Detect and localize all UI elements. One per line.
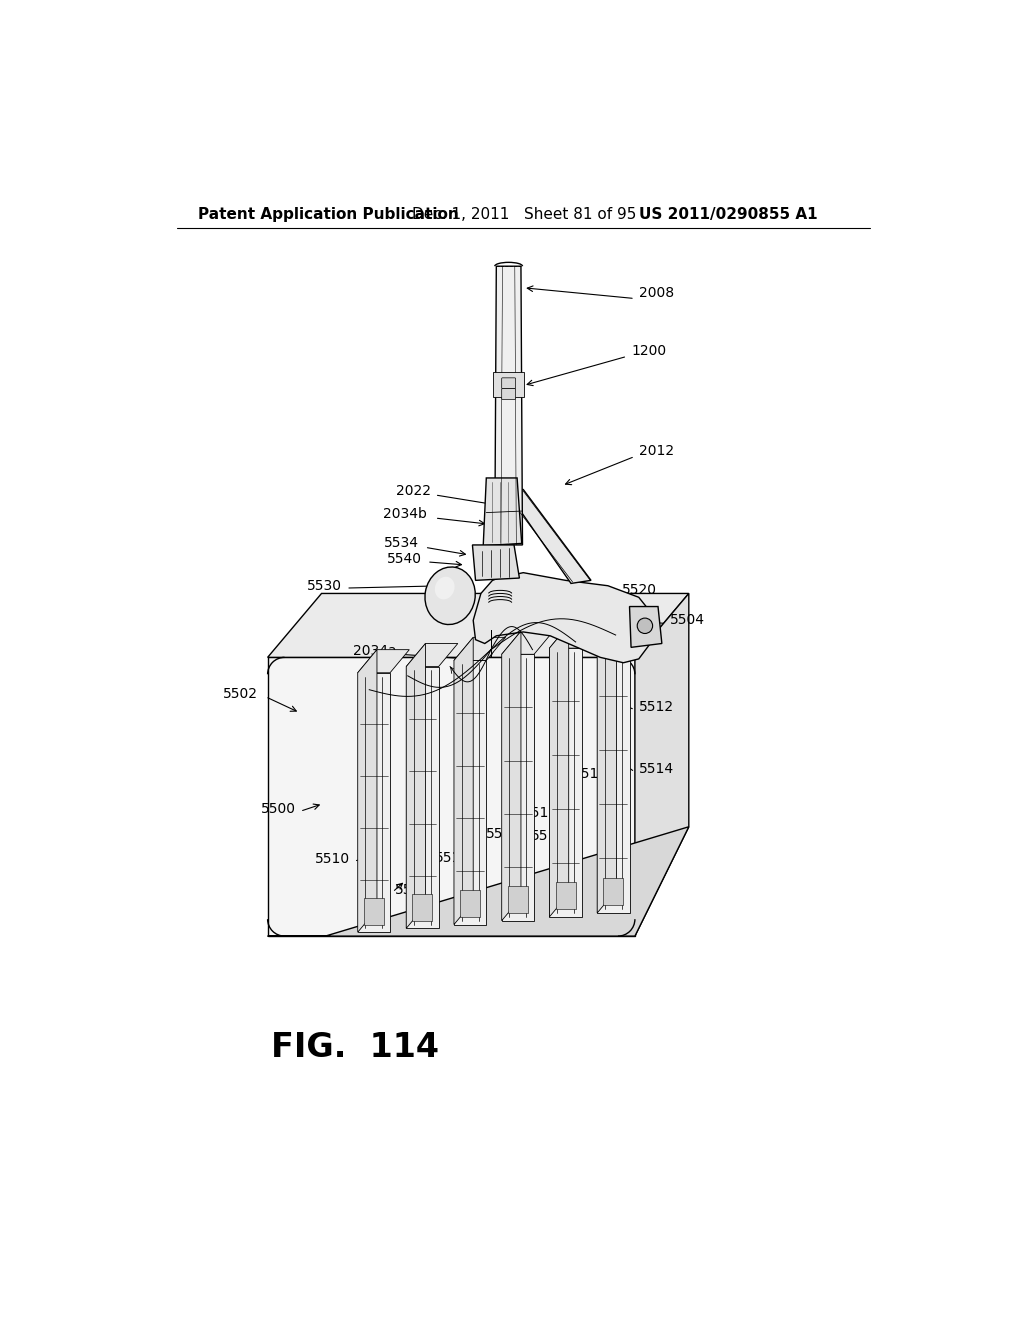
Polygon shape xyxy=(454,638,473,924)
Text: 5520: 5520 xyxy=(622,582,656,597)
Polygon shape xyxy=(413,894,432,921)
Polygon shape xyxy=(550,626,601,648)
Polygon shape xyxy=(550,648,582,917)
Text: 5512: 5512 xyxy=(523,807,558,820)
Text: 2012: 2012 xyxy=(639,444,674,458)
Polygon shape xyxy=(267,826,689,936)
Text: 5514: 5514 xyxy=(531,829,566,843)
Text: 2034a: 2034a xyxy=(352,644,396,659)
Polygon shape xyxy=(357,649,410,673)
Polygon shape xyxy=(502,655,535,921)
Text: 5514: 5514 xyxy=(639,762,674,776)
Polygon shape xyxy=(460,890,480,917)
Polygon shape xyxy=(267,594,689,657)
Polygon shape xyxy=(472,545,519,581)
Polygon shape xyxy=(454,660,486,924)
Text: 5512: 5512 xyxy=(639,700,674,714)
Polygon shape xyxy=(357,649,377,932)
Ellipse shape xyxy=(435,577,455,599)
Polygon shape xyxy=(502,631,553,655)
Ellipse shape xyxy=(425,568,475,624)
Polygon shape xyxy=(556,882,575,909)
Polygon shape xyxy=(495,267,522,545)
Polygon shape xyxy=(502,631,521,921)
Text: FIG.  114: FIG. 114 xyxy=(270,1031,438,1064)
Text: 5512: 5512 xyxy=(486,826,521,841)
Text: 2022: 2022 xyxy=(396,484,431,498)
Polygon shape xyxy=(550,626,568,917)
Text: 5502: 5502 xyxy=(222,686,258,701)
Polygon shape xyxy=(357,673,390,932)
FancyBboxPatch shape xyxy=(502,388,515,400)
Text: US 2011/0290855 A1: US 2011/0290855 A1 xyxy=(639,207,817,222)
FancyBboxPatch shape xyxy=(502,378,515,388)
Text: 5504: 5504 xyxy=(670,614,705,627)
Polygon shape xyxy=(630,607,662,647)
Text: 5512: 5512 xyxy=(394,883,430,896)
Polygon shape xyxy=(267,657,635,936)
Text: Patent Application Publication: Patent Application Publication xyxy=(199,207,459,222)
Polygon shape xyxy=(508,886,528,913)
Text: 1200: 1200 xyxy=(631,345,667,358)
Polygon shape xyxy=(407,644,458,667)
Polygon shape xyxy=(597,642,630,913)
Polygon shape xyxy=(597,619,649,642)
Polygon shape xyxy=(494,372,524,397)
Polygon shape xyxy=(407,667,438,928)
Circle shape xyxy=(637,618,652,634)
Text: 5512: 5512 xyxy=(573,767,608,781)
Text: 5540: 5540 xyxy=(387,552,422,566)
Text: 2008: 2008 xyxy=(639,286,674,300)
Text: 2034b: 2034b xyxy=(383,507,427,521)
Polygon shape xyxy=(597,619,616,913)
Polygon shape xyxy=(483,478,521,545)
Text: Dec. 1, 2011   Sheet 81 of 95: Dec. 1, 2011 Sheet 81 of 95 xyxy=(412,207,636,222)
Polygon shape xyxy=(635,594,689,936)
Text: 5532: 5532 xyxy=(515,598,551,612)
Polygon shape xyxy=(506,490,591,583)
Polygon shape xyxy=(364,898,384,924)
Polygon shape xyxy=(473,573,654,663)
Polygon shape xyxy=(603,878,624,906)
Polygon shape xyxy=(407,644,425,928)
Text: 5512: 5512 xyxy=(435,850,470,865)
Text: 5500: 5500 xyxy=(261,803,296,816)
Text: 5530: 5530 xyxy=(307,578,342,593)
Polygon shape xyxy=(454,638,506,660)
Text: 5534: 5534 xyxy=(384,536,419,550)
Text: 5510: 5510 xyxy=(315,853,350,866)
